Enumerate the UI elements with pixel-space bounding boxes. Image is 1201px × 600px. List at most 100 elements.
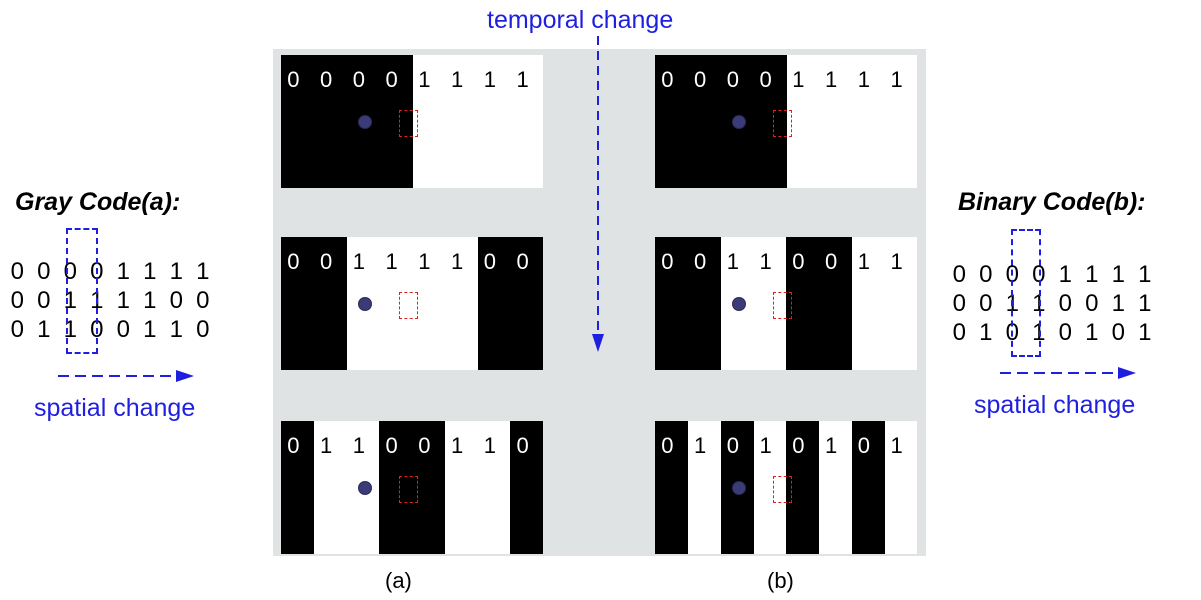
spatial-arrow-icon bbox=[1000, 367, 1136, 379]
pattern-bit-label: 1 bbox=[418, 249, 431, 274]
code-bit: 1 bbox=[143, 316, 157, 343]
code-bit: 1 bbox=[169, 316, 183, 343]
code-bit: 1 bbox=[1138, 319, 1152, 346]
pattern-bit-label: 1 bbox=[890, 67, 903, 92]
code-bit: 1 bbox=[116, 287, 130, 314]
pattern-bit-label: 0 bbox=[694, 249, 707, 274]
code-bit: 0 bbox=[979, 261, 993, 288]
pattern-bit-label: 0 bbox=[516, 249, 529, 274]
pattern-bit-label: 1 bbox=[451, 67, 464, 92]
black-stripe bbox=[477, 237, 511, 370]
pattern-bit-label: 0 bbox=[385, 433, 398, 458]
code-bit: 0 bbox=[10, 287, 24, 314]
pattern-bit-label: 0 bbox=[661, 433, 674, 458]
code-bit: 1 bbox=[37, 316, 51, 343]
code-bit: 1 bbox=[1085, 319, 1099, 346]
black-stripe bbox=[851, 421, 885, 554]
pattern-bit-label: 0 bbox=[661, 67, 674, 92]
code-bit: 0 bbox=[1032, 261, 1046, 288]
code-bit: 1 bbox=[116, 258, 130, 285]
code-bit: 0 bbox=[1058, 319, 1072, 346]
pattern-bit-label: 0 bbox=[287, 433, 300, 458]
code-bit: 0 bbox=[10, 316, 24, 343]
code-bit: 0 bbox=[1111, 319, 1125, 346]
pattern-bit-label: 1 bbox=[483, 433, 496, 458]
pattern-bit-label: 0 bbox=[694, 67, 707, 92]
code-bit: 0 bbox=[169, 287, 183, 314]
pattern-bit-label: 0 bbox=[418, 433, 431, 458]
binary-code-selection-box bbox=[1011, 229, 1041, 357]
spatial-arrow-icon bbox=[58, 370, 194, 382]
pattern-bit-label: 1 bbox=[694, 433, 707, 458]
black-stripe bbox=[313, 237, 348, 370]
pattern-bit-label: 0 bbox=[759, 67, 772, 92]
decoded-region-marker bbox=[773, 292, 792, 319]
pattern-bit-label: 1 bbox=[825, 433, 838, 458]
pattern-bit-label: 1 bbox=[857, 67, 870, 92]
camera-pixel-dot bbox=[358, 115, 372, 129]
camera-pixel-dot bbox=[358, 297, 372, 311]
decoded-region-marker bbox=[399, 110, 418, 137]
black-stripe bbox=[379, 55, 413, 188]
code-bit: 1 bbox=[1111, 261, 1125, 288]
pattern-bit-label: 1 bbox=[352, 249, 365, 274]
camera-pixel-dot bbox=[358, 481, 372, 495]
black-stripe bbox=[510, 421, 543, 554]
pattern-bit-label: 1 bbox=[516, 67, 529, 92]
code-bit: 1 bbox=[143, 258, 157, 285]
pattern-bit-label: 0 bbox=[483, 249, 496, 274]
camera-pixel-dot bbox=[732, 115, 746, 129]
code-bit: 1 bbox=[1111, 290, 1125, 317]
black-stripe bbox=[687, 237, 722, 370]
temporal-change-label: temporal change bbox=[487, 6, 674, 34]
pattern-bit-label: 0 bbox=[661, 249, 674, 274]
code-bit: 0 bbox=[196, 287, 210, 314]
code-bit: 1 bbox=[1085, 261, 1099, 288]
pattern-bit-label: 0 bbox=[287, 67, 300, 92]
code-bit: 1 bbox=[1032, 290, 1046, 317]
pattern-bit-label: 0 bbox=[287, 249, 300, 274]
pattern-bit-label: 1 bbox=[792, 67, 805, 92]
pattern-bit-label: 0 bbox=[726, 433, 739, 458]
decoded-region-marker bbox=[773, 110, 792, 137]
code-bit: 0 bbox=[196, 316, 210, 343]
code-bit: 0 bbox=[979, 290, 993, 317]
caption-a: (a) bbox=[385, 568, 412, 593]
code-bit: 0 bbox=[952, 261, 966, 288]
gray-spatial-change-label: spatial change bbox=[34, 394, 196, 422]
pattern-bit-label: 1 bbox=[759, 433, 772, 458]
decoded-region-marker bbox=[773, 476, 792, 503]
black-stripe bbox=[313, 55, 348, 188]
black-stripe bbox=[818, 237, 853, 370]
pattern-bit-label: 0 bbox=[857, 433, 870, 458]
pattern-bit-label: 0 bbox=[792, 433, 805, 458]
gray-code-title: Gray Code(a): bbox=[15, 188, 181, 216]
code-bit: 0 bbox=[37, 287, 51, 314]
black-stripe bbox=[281, 237, 315, 370]
temporal-arrow-icon bbox=[592, 36, 604, 352]
pattern-bit-label: 1 bbox=[418, 67, 431, 92]
pattern-bit-label: 0 bbox=[385, 67, 398, 92]
binary-spatial-change-label: spatial change bbox=[974, 391, 1136, 419]
code-bit: 0 bbox=[10, 258, 24, 285]
black-stripe bbox=[655, 421, 689, 554]
pattern-bit-label: 0 bbox=[352, 67, 365, 92]
decoded-region-marker bbox=[399, 292, 418, 319]
pattern-bit-label: 1 bbox=[352, 433, 365, 458]
pattern-bit-label: 1 bbox=[483, 67, 496, 92]
black-stripe bbox=[281, 55, 315, 188]
pattern-bit-label: 0 bbox=[516, 433, 529, 458]
black-stripe bbox=[655, 237, 689, 370]
decoded-region-marker bbox=[399, 476, 418, 503]
pattern-bit-label: 0 bbox=[320, 67, 333, 92]
